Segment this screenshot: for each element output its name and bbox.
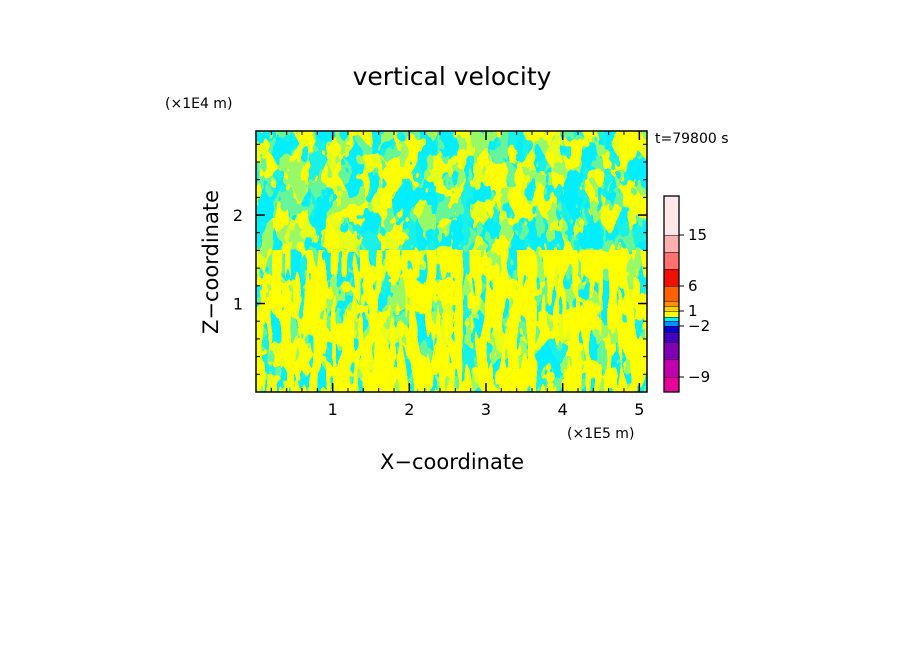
colorbar-swatch: [664, 306, 679, 311]
x-tick-label: 2: [404, 400, 414, 419]
plot-frame: [255, 130, 648, 393]
colorbar-label: −2: [688, 317, 710, 335]
y-tick-label: 2: [233, 206, 243, 225]
colorbar-swatch: [664, 301, 679, 306]
colorbar-swatch: [664, 342, 679, 359]
x-tick-label: 3: [481, 400, 491, 419]
x-tick-label: 1: [328, 400, 338, 419]
x-tick-label: 5: [634, 400, 644, 419]
time-label: t=79800 s: [655, 131, 729, 147]
colorbar-swatch: [664, 321, 679, 326]
colorbar-swatch: [664, 332, 679, 342]
colorbar-label: 1: [688, 302, 698, 320]
colorbar-frame: [663, 195, 680, 393]
colorbar-swatch: [664, 269, 679, 286]
y-tick-label: 1: [233, 295, 243, 314]
x-axis-ticks: 1 2 3 4 5: [270, 131, 644, 419]
colorbar-label: −9: [688, 368, 710, 386]
colorbar-swatch: [664, 326, 679, 332]
chart-title: vertical velocity: [353, 62, 552, 91]
colorbar-swatch: [664, 359, 679, 377]
colorbar-label: 6: [688, 277, 698, 295]
x-unit-label: (×1E5 m): [567, 426, 634, 442]
x-tick-label: 4: [558, 400, 568, 419]
y-unit-label: (×1E4 m): [165, 96, 232, 112]
colorbar-label: 15: [688, 226, 707, 244]
colorbar-swatch: [664, 235, 679, 252]
colorbar-swatch: [664, 286, 679, 301]
colorbar-swatch: [664, 196, 679, 235]
y-axis-title: Z−coordinate: [199, 190, 223, 334]
x-axis-title: X−coordinate: [380, 450, 524, 474]
y-axis-ticks: 12: [233, 143, 647, 375]
colorbar: 15 6 1−2 −9: [663, 195, 710, 393]
colorbar-swatch: [664, 377, 679, 392]
contour-field: [256, 131, 647, 392]
colorbar-swatch: [664, 252, 679, 269]
colorbar-swatch: [664, 311, 679, 317]
colorbar-swatch: [664, 317, 679, 321]
field-convective-streaks: [256, 250, 647, 392]
